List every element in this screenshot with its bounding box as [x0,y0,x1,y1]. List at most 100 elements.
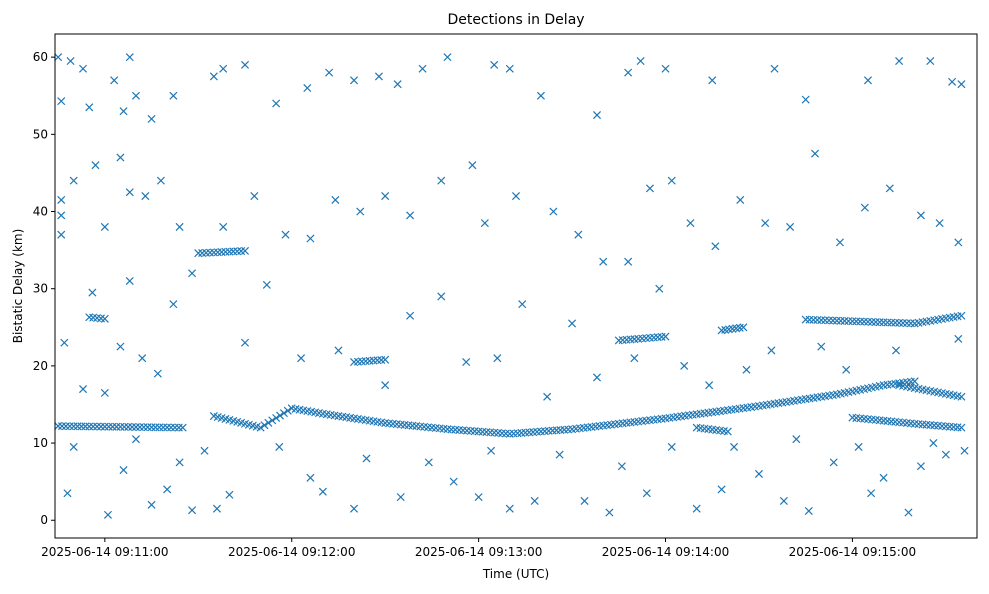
detection-marker [645,184,654,193]
detection-marker [175,222,184,231]
detection-marker [318,487,327,496]
detection-marker [240,338,250,347]
detection-marker [381,192,390,201]
detection-marker [667,176,676,185]
detection-marker [511,192,521,201]
detection-marker [138,354,147,363]
detection-marker [381,355,390,364]
detection-marker [480,219,489,228]
detection-marker [767,346,776,355]
detection-marker [835,238,844,247]
detection-marker [125,276,134,286]
detection-marker [916,211,925,220]
detection-marker [175,458,184,467]
detection-marker [169,91,178,100]
detection-marker [736,195,745,204]
detection-marker [599,257,608,266]
detection-marker [686,219,695,228]
chart-title: Detections in Delay [447,12,584,28]
detection-marker [885,184,894,193]
detection-marker [624,68,633,77]
detection-marker [592,373,602,382]
detection-marker [957,80,966,89]
detection-marker [170,423,179,432]
y-axis-label: Bistatic Delay (km) [11,229,25,344]
detection-marker [424,458,433,467]
detection-marker [297,354,306,363]
detection-marker [219,222,228,231]
detection-marker [692,504,701,513]
detection-marker [260,421,269,430]
detection-marker [396,493,405,502]
detection-marker [128,422,137,432]
x-tick-label: 2025-06-14 09:15:00 [789,545,916,559]
detection-marker [487,446,496,455]
detection-marker [362,454,371,463]
detection-marker [636,56,645,66]
detection-marker [60,338,69,347]
detection-marker [54,53,63,62]
y-tick-label: 0 [40,513,48,527]
detection-marker [761,219,770,228]
detection-marker [93,422,102,431]
detection-marker [356,207,365,216]
detection-marker [65,422,74,431]
detection-marker [143,423,152,432]
detection-marker [169,300,178,309]
detection-marker [262,280,271,289]
detection-marker [306,473,315,482]
detection-marker [100,222,109,231]
detection-marker [555,450,564,459]
y-tick-label: 50 [33,127,48,141]
detection-marker [754,469,763,478]
detection-marker [801,95,810,104]
detection-marker [91,161,100,170]
detection-marker [283,406,292,415]
detection-marker [891,346,901,355]
detection-marker [119,466,128,475]
detection-marker [860,203,869,212]
detection-marker [250,192,259,201]
detection-marker [272,413,281,423]
detection-marker [605,508,614,517]
detection-marker [910,377,919,386]
detection-marker [110,76,119,85]
detection-marker [200,446,209,455]
detection-marker [493,354,502,363]
detection-marker [81,422,90,431]
detection-marker [61,422,70,431]
detection-marker [867,489,876,498]
detection-marker [960,446,969,455]
detection-marker [73,422,82,431]
detection-marker [374,72,383,81]
detection-marker [568,319,577,328]
detection-marker [530,496,539,505]
detection-marker [89,422,98,431]
detection-marker [350,76,359,85]
detection-marker [153,369,162,378]
x-tick-label: 2025-06-14 09:14:00 [602,545,729,559]
detection-marker [155,423,164,432]
detection-marker [79,385,88,394]
detection-marker [188,269,197,278]
detection-marker [272,99,281,108]
detection-marker [617,462,626,471]
detection-marker [139,423,148,432]
detection-marker [904,508,913,517]
detection-marker [948,77,957,86]
detection-marker [124,422,133,431]
detection-marker [811,149,820,158]
detection-marker [730,442,739,451]
detection-marker [178,423,187,432]
detection-marker [125,53,134,62]
detection-marker [57,230,66,239]
detection-marker [895,56,904,66]
detection-marker [536,91,545,100]
detection-marker [147,500,156,509]
x-tick-label: 2025-06-14 09:11:00 [41,545,168,559]
detection-marker [954,334,963,343]
x-tick-label: 2025-06-14 09:12:00 [228,545,355,559]
detection-marker [240,246,250,255]
detection-marker [77,422,86,431]
detection-marker [188,506,197,515]
